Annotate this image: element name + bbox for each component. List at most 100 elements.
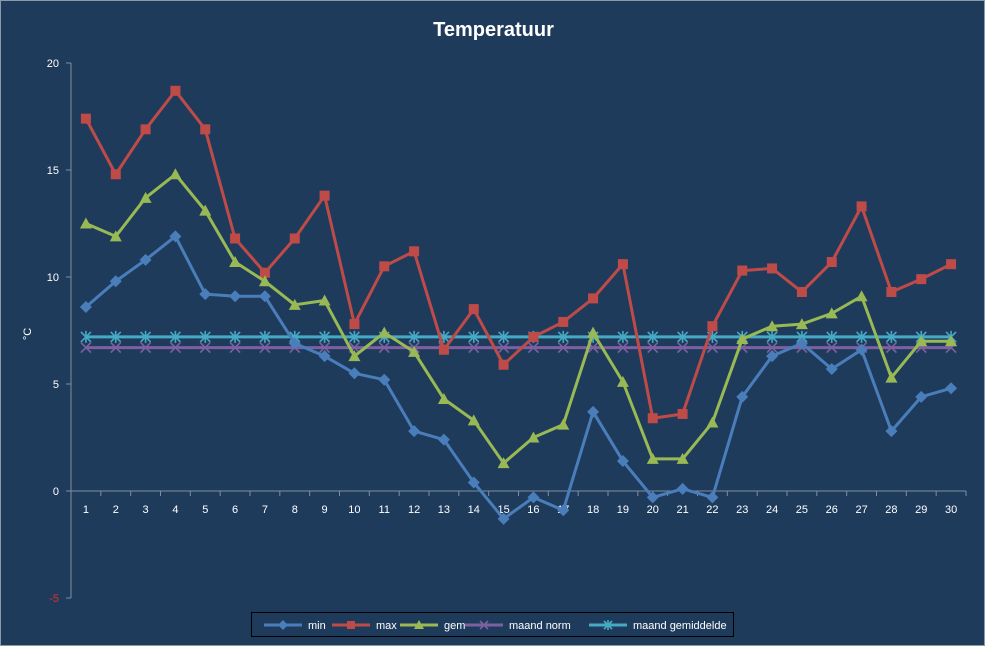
data-point xyxy=(379,261,390,272)
data-point xyxy=(855,290,868,302)
data-point xyxy=(199,204,212,216)
x-tick-label: 22 xyxy=(706,504,718,516)
data-point xyxy=(557,418,570,430)
data-point xyxy=(109,230,122,242)
data-point xyxy=(498,342,510,354)
data-point xyxy=(140,342,152,354)
data-point xyxy=(229,256,242,268)
data-point xyxy=(79,300,92,313)
data-point xyxy=(677,342,689,354)
data-point xyxy=(318,350,331,363)
data-point xyxy=(587,326,600,338)
x-tick-label: 13 xyxy=(438,504,450,516)
x-tick-label: 28 xyxy=(885,504,897,516)
data-point xyxy=(278,620,288,630)
legend-entry: max xyxy=(332,620,397,632)
legend-label: maand gemiddelde xyxy=(633,620,727,632)
data-point xyxy=(767,263,778,274)
data-point xyxy=(349,319,360,330)
x-tick-label: 26 xyxy=(826,504,838,516)
x-tick-label: 4 xyxy=(172,504,178,516)
series-gem xyxy=(79,168,958,469)
data-point xyxy=(259,342,271,354)
data-point xyxy=(915,390,928,403)
data-point xyxy=(676,482,689,495)
data-point xyxy=(647,330,659,343)
data-point xyxy=(497,512,510,525)
legend: min max gem maand norm maand gemiddelde xyxy=(251,612,734,637)
data-point xyxy=(558,316,569,327)
data-point xyxy=(319,330,331,343)
data-point xyxy=(885,342,897,354)
series-line xyxy=(84,234,952,521)
data-point xyxy=(110,169,121,180)
data-point xyxy=(617,342,629,354)
data-point xyxy=(319,342,331,354)
data-point xyxy=(378,342,390,354)
data-point xyxy=(945,382,958,395)
data-point xyxy=(856,201,867,212)
data-point xyxy=(289,233,300,244)
data-point xyxy=(199,288,212,301)
data-point xyxy=(170,85,181,96)
data-point xyxy=(259,267,270,278)
series-min xyxy=(79,230,958,525)
data-point xyxy=(677,330,689,343)
data-point xyxy=(647,342,659,354)
series-line xyxy=(85,172,952,465)
data-point xyxy=(319,190,330,201)
data-point xyxy=(80,113,91,124)
legend-label: max xyxy=(376,620,397,632)
y-tick-label: 0 xyxy=(53,486,59,498)
data-point xyxy=(110,330,122,343)
data-point xyxy=(527,431,540,443)
series-max xyxy=(80,85,957,424)
data-point xyxy=(348,350,361,362)
legend-entry: maand norm xyxy=(465,620,571,632)
x-tick-label: 25 xyxy=(796,504,808,516)
data-point xyxy=(617,259,628,270)
data-point xyxy=(855,343,868,356)
data-point xyxy=(140,124,151,135)
data-point xyxy=(169,230,182,243)
data-point xyxy=(348,330,360,343)
data-point xyxy=(378,373,391,386)
data-point xyxy=(945,335,958,347)
data-point xyxy=(169,330,181,343)
data-point xyxy=(230,233,241,244)
data-point xyxy=(795,337,808,350)
data-point xyxy=(348,367,361,380)
data-point xyxy=(109,275,122,288)
data-point xyxy=(139,191,152,203)
data-point xyxy=(885,425,898,438)
data-point xyxy=(766,342,778,354)
x-tick-label: 6 xyxy=(232,504,238,516)
data-point xyxy=(169,168,182,180)
data-point xyxy=(616,375,629,387)
data-point xyxy=(736,390,749,403)
y-tick-label: 5 xyxy=(53,379,59,391)
legend-label: gem xyxy=(444,620,465,632)
data-point xyxy=(527,491,540,504)
data-point xyxy=(408,345,421,357)
data-point xyxy=(467,476,480,489)
data-point xyxy=(796,286,807,297)
x-tick-label: 30 xyxy=(945,504,957,516)
data-point xyxy=(408,330,420,343)
data-point xyxy=(826,330,838,343)
x-tick-label: 11 xyxy=(379,504,390,516)
data-point xyxy=(766,320,779,332)
x-tick-label: 18 xyxy=(587,504,599,516)
data-point xyxy=(318,294,331,306)
data-point xyxy=(200,124,211,135)
data-point xyxy=(706,342,718,354)
data-point xyxy=(468,304,479,315)
data-point xyxy=(378,326,391,338)
legend-entry: maand gemiddelde xyxy=(589,620,727,632)
data-point xyxy=(288,298,301,310)
data-point xyxy=(468,330,480,343)
legend-label: min xyxy=(308,620,326,632)
x-tick-label: 10 xyxy=(348,504,360,516)
x-tick-label: 7 xyxy=(262,504,268,516)
